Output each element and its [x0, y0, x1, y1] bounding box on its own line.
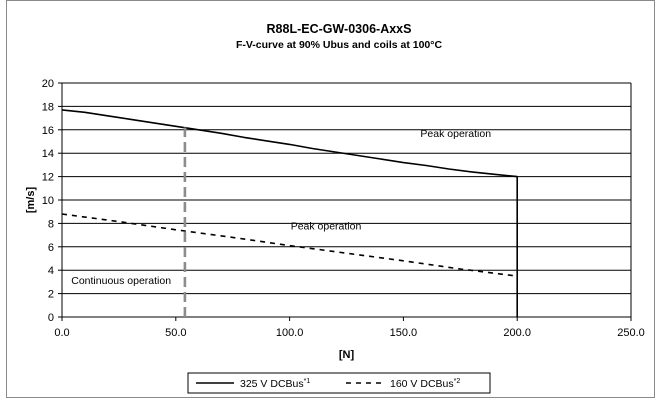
y-tick-label: 8	[48, 218, 54, 230]
gridlines	[58, 82, 632, 321]
series-line-325-v-dcbus	[61, 109, 519, 317]
x-tick-label: 150.0	[390, 327, 418, 339]
series-group	[61, 109, 519, 317]
y-tick-labels: 0 2 4 6 8 10 12 14 16 18 20	[42, 78, 54, 324]
annotation-label: Peak operation	[420, 128, 491, 140]
plot-area	[61, 83, 632, 317]
y-tick-label: 4	[48, 265, 54, 277]
legend-label: 325 V DCBus*1	[240, 378, 310, 390]
y-tick-label: 14	[42, 148, 54, 160]
chart-frame	[6, 0, 655, 398]
x-tick-labels: 0.0 50.0 100.0 150.0 200.0 250.0	[54, 327, 644, 339]
x-tick-label: 100.0	[276, 327, 304, 339]
y-tick-label: 0	[48, 312, 54, 324]
y-axis-label: [m/s]	[25, 187, 37, 214]
chart-subtitle: F-V-curve at 90% Ubus and coils at 100°C	[236, 39, 443, 51]
series-line-160-v-dcbus	[61, 213, 518, 277]
x-axis-label: [N]	[339, 349, 355, 361]
annotation-group: Peak operation Peak operation Continuous o…	[71, 128, 491, 287]
x-tick-label: 200.0	[503, 327, 531, 339]
legend-box	[187, 372, 491, 394]
y-tick-label: 10	[42, 195, 54, 207]
legend: 325 V DCBus*1 160 V DCBus*2	[187, 372, 491, 394]
x-tick-label: 250.0	[617, 327, 645, 339]
legend-label: 160 V DCBus*2	[390, 378, 460, 390]
y-tick-label: 6	[48, 242, 54, 254]
annotation-label: Peak operation	[291, 220, 362, 232]
x-tick-label: 0.0	[54, 327, 69, 339]
y-tick-label: 16	[42, 125, 54, 137]
x-tick-label: 50.0	[165, 327, 186, 339]
y-tick-label: 20	[42, 78, 54, 90]
y-tick-label: 18	[42, 101, 54, 113]
y-tick-label: 2	[48, 289, 54, 301]
annotation-label: Continuous operation	[71, 275, 171, 287]
y-tick-label: 12	[42, 172, 54, 184]
chart-title: R88L-EC-GW-0306-AxxS	[267, 22, 412, 36]
